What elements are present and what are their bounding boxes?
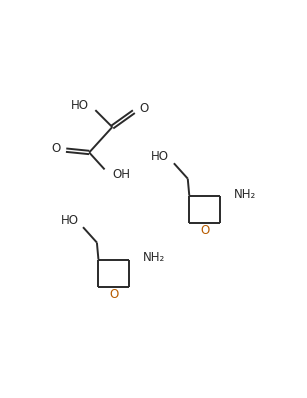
Text: O: O [139, 102, 149, 115]
Text: NH₂: NH₂ [234, 187, 256, 201]
Text: OH: OH [112, 168, 130, 181]
Text: HO: HO [151, 150, 169, 163]
Text: O: O [200, 224, 209, 237]
Text: HO: HO [70, 99, 88, 112]
Text: HO: HO [60, 214, 78, 227]
Text: O: O [52, 142, 61, 155]
Text: O: O [109, 288, 119, 300]
Text: NH₂: NH₂ [143, 252, 165, 264]
